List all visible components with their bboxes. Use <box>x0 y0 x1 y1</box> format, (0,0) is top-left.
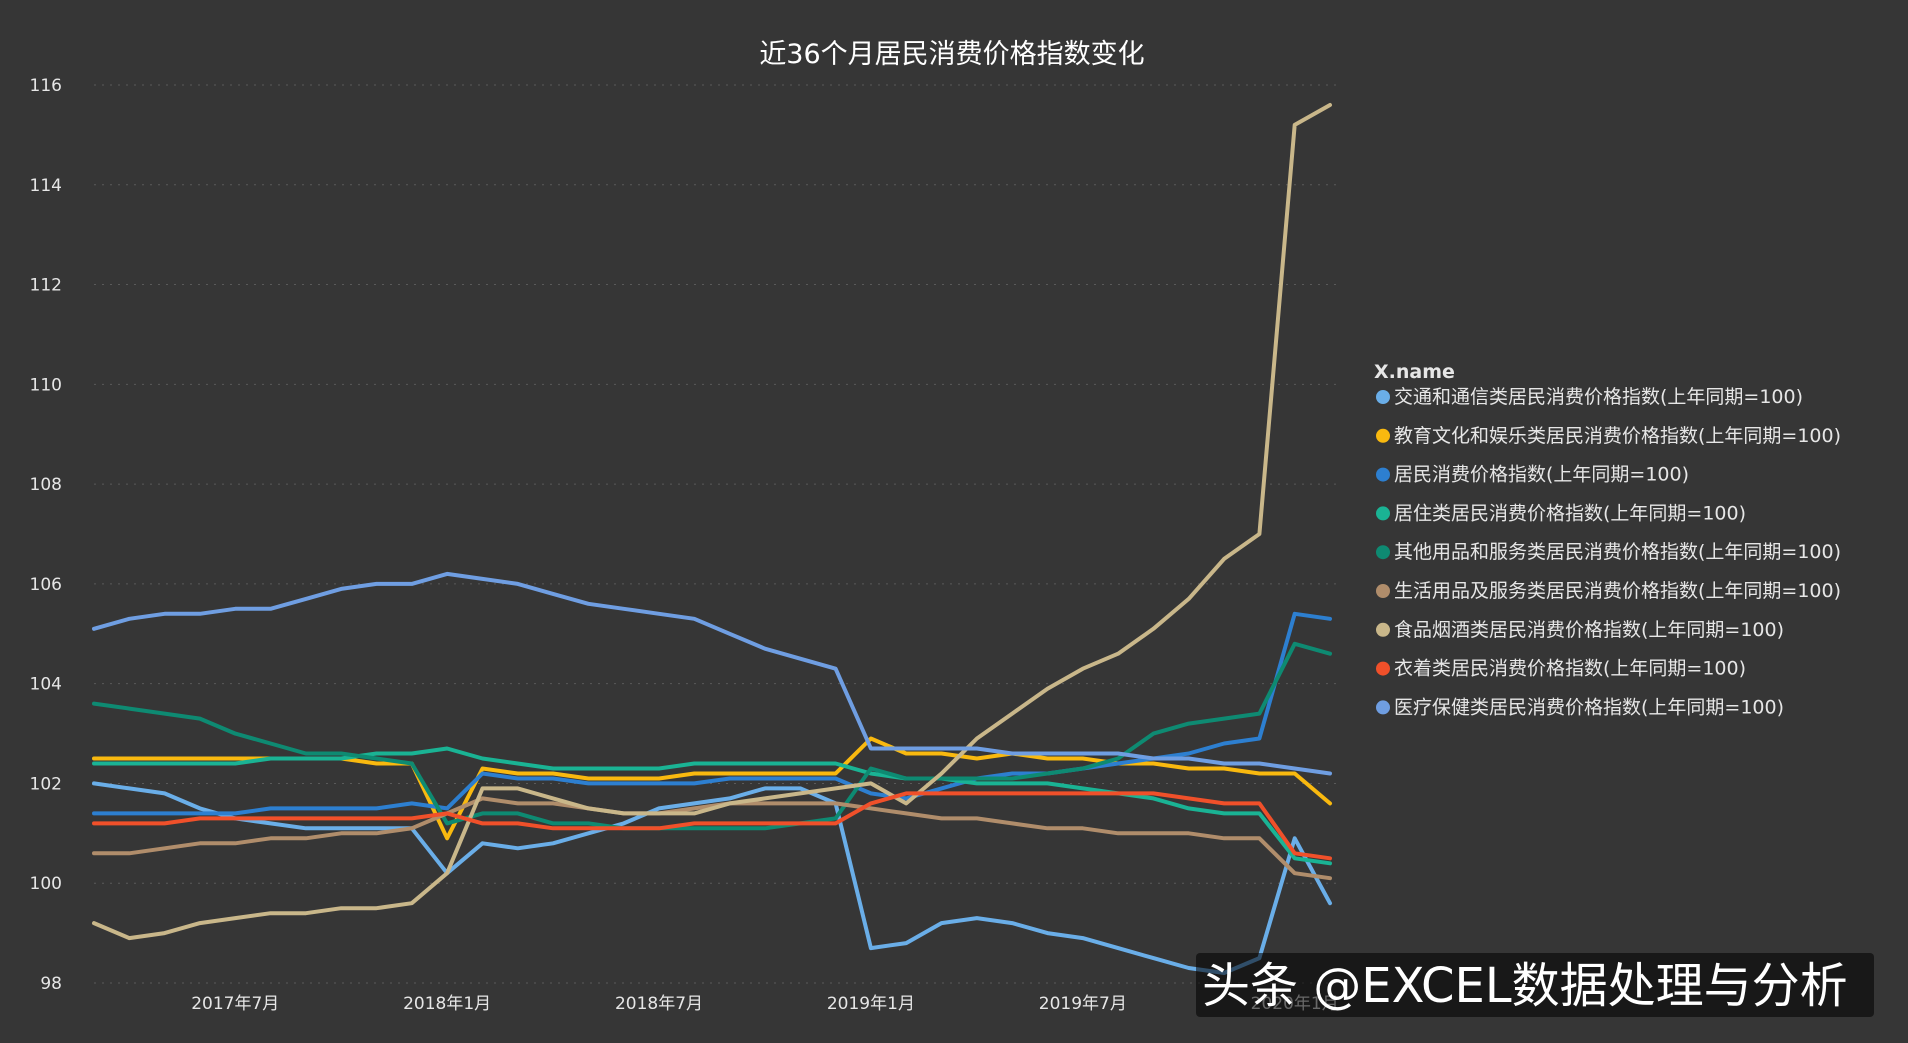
y-axis: 98 100 102 104 106 108 110 112 114 116 <box>30 76 62 994</box>
legend-label: 教育文化和娱乐类居民消费价格指数(上年同期=100) <box>1394 425 1841 447</box>
legend-label: 生活用品及服务类居民消费价格指数(上年同期=100) <box>1394 580 1841 602</box>
watermark: 头条 @EXCEL数据处理与分析 <box>1196 953 1874 1017</box>
legend-title: X.name <box>1374 361 1455 383</box>
legend-label: 其他用品和服务类居民消费价格指数(上年同期=100) <box>1394 541 1841 563</box>
gridlines <box>94 84 1340 984</box>
legend-label: 医疗保健类居民消费价格指数(上年同期=100) <box>1394 696 1784 718</box>
x-tick-label: 2019年7月 <box>1039 994 1127 1014</box>
series-line-9[interactable] <box>92 571 1332 776</box>
series-line-7[interactable] <box>92 103 1332 941</box>
legend-marker <box>1376 390 1390 404</box>
legend-marker <box>1376 506 1390 521</box>
y-tick-label: 98 <box>40 974 62 994</box>
legend-label: 食品烟酒类居民消费价格指数(上年同期=100) <box>1394 619 1784 641</box>
legend-label: 居住类居民消费价格指数(上年同期=100) <box>1394 502 1746 524</box>
legend-item[interactable]: 生活用品及服务类居民消费价格指数(上年同期=100) <box>1376 580 1841 602</box>
x-tick-label: 2018年1月 <box>403 994 491 1014</box>
legend-item[interactable]: 医疗保健类居民消费价格指数(上年同期=100) <box>1376 696 1784 718</box>
legend-item[interactable]: 居民消费价格指数(上年同期=100) <box>1376 464 1689 486</box>
legend-item[interactable]: 其他用品和服务类居民消费价格指数(上年同期=100) <box>1376 541 1841 563</box>
y-tick-label: 106 <box>30 575 62 595</box>
legend-item[interactable]: 食品烟酒类居民消费价格指数(上年同期=100) <box>1376 619 1784 641</box>
y-tick-label: 108 <box>30 475 62 495</box>
legend-item[interactable]: 衣着类居民消费价格指数(上年同期=100) <box>1376 658 1746 680</box>
legend-marker <box>1376 428 1390 443</box>
chart-title: 近36个月居民消费价格指数变化 <box>759 39 1144 70</box>
legend-item[interactable]: 教育文化和娱乐类居民消费价格指数(上年同期=100) <box>1376 425 1841 447</box>
y-tick-label: 112 <box>30 276 62 296</box>
legend-marker <box>1376 700 1390 715</box>
legend-marker <box>1376 467 1390 482</box>
y-tick-label: 102 <box>30 774 62 794</box>
y-tick-label: 100 <box>30 874 62 894</box>
legend-marker <box>1376 545 1390 560</box>
series-line-1[interactable] <box>92 781 1332 975</box>
legend-label: 衣着类居民消费价格指数(上年同期=100) <box>1394 658 1746 680</box>
series-line-8[interactable] <box>92 791 1332 861</box>
legend-marker <box>1376 584 1390 598</box>
x-tick-label: 2019年1月 <box>827 994 915 1014</box>
y-tick-label: 110 <box>30 375 62 395</box>
y-tick-label: 104 <box>30 675 62 695</box>
watermark-backdrop <box>1196 953 1874 1017</box>
x-tick-label: 2018年7月 <box>615 994 703 1014</box>
legend-item[interactable]: 交通和通信类居民消费价格指数(上年同期=100) <box>1376 386 1803 408</box>
y-tick-label: 116 <box>30 76 62 96</box>
legend[interactable]: X.name 交通和通信类居民消费价格指数(上年同期=100) 教育文化和娱乐类居… <box>1374 361 1841 718</box>
x-axis: 2017年7月2018年1月2018年7月2019年1月2019年7月2020年… <box>191 994 1339 1014</box>
legend-item[interactable]: 居住类居民消费价格指数(上年同期=100) <box>1376 502 1746 524</box>
legend-label: 居民消费价格指数(上年同期=100) <box>1394 464 1689 486</box>
y-tick-label: 114 <box>30 176 62 196</box>
x-tick-label: 2017年7月 <box>191 994 279 1014</box>
series-line-6[interactable] <box>92 796 1332 881</box>
series-line-3[interactable] <box>92 611 1332 816</box>
series-lines <box>92 103 1332 975</box>
legend-label: 交通和通信类居民消费价格指数(上年同期=100) <box>1394 386 1803 408</box>
legend-marker <box>1376 622 1390 637</box>
legend-marker <box>1376 661 1390 676</box>
watermark-text: 头条 @EXCEL数据处理与分析 <box>1202 958 1848 1014</box>
